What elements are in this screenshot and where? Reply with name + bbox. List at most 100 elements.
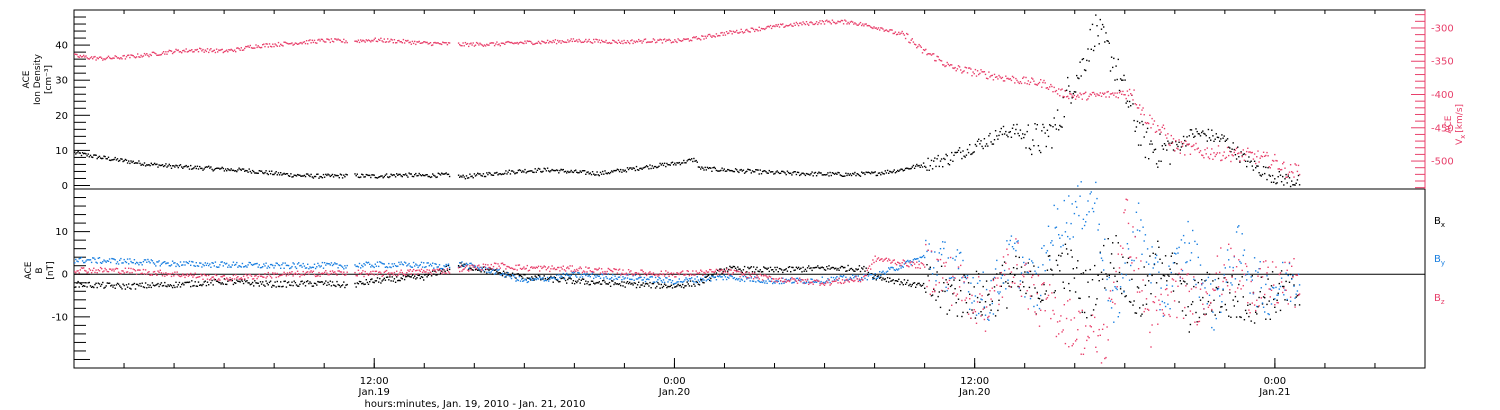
data-point [501, 274, 504, 277]
data-point [516, 273, 518, 275]
data-point [1056, 264, 1059, 266]
data-point [435, 263, 437, 265]
data-point [196, 276, 199, 278]
data-point [1119, 286, 1122, 288]
data-point [967, 291, 970, 293]
data-point [1162, 124, 1165, 126]
data-point [471, 263, 473, 266]
data-point [795, 173, 798, 176]
data-point [385, 269, 388, 272]
data-point [1280, 168, 1283, 171]
data-point [738, 171, 740, 174]
data-point [1097, 229, 1099, 231]
data-point [1040, 294, 1042, 297]
data-point [524, 278, 526, 280]
data-point [586, 272, 588, 275]
data-point [693, 274, 695, 276]
data-point [840, 19, 843, 22]
data-point [484, 263, 487, 266]
data-point [953, 279, 955, 281]
data-point [301, 43, 303, 45]
data-point [167, 165, 169, 167]
data-point [759, 169, 761, 171]
data-point [634, 169, 637, 172]
data-point [410, 273, 412, 275]
data-point [400, 175, 402, 177]
data-point [765, 27, 767, 29]
data-point [654, 276, 657, 279]
data-point [130, 260, 132, 263]
data-point [669, 285, 671, 288]
data-point [511, 274, 514, 276]
data-point [1177, 145, 1179, 148]
data-point [311, 285, 313, 287]
data-point [313, 273, 316, 276]
data-point [77, 270, 79, 272]
data-point [1072, 268, 1074, 270]
data-point [124, 158, 127, 161]
data-point [1202, 130, 1204, 132]
data-point [214, 274, 217, 276]
data-point [491, 273, 494, 275]
data-point [767, 25, 769, 27]
data-point [544, 279, 546, 281]
data-point [372, 281, 374, 283]
data-point [976, 296, 979, 299]
data-point [370, 41, 372, 43]
data-point [130, 288, 132, 290]
data-point [739, 31, 741, 33]
data-point [205, 166, 208, 168]
data-point [553, 169, 555, 172]
data-point [1127, 106, 1130, 108]
data-point [862, 172, 864, 174]
data-point [639, 286, 641, 288]
data-point [1275, 311, 1277, 313]
data-point [806, 23, 809, 25]
data-point [1017, 240, 1019, 242]
data-point [952, 257, 954, 260]
data-point [731, 275, 733, 278]
data-point [1186, 261, 1188, 263]
data-point [101, 268, 103, 270]
data-point [510, 277, 513, 280]
data-point [329, 270, 331, 273]
data-point [1277, 292, 1279, 294]
data-point [373, 174, 375, 176]
data-point [227, 266, 229, 268]
data-point [766, 268, 768, 270]
data-point [388, 279, 390, 281]
data-point [819, 20, 821, 22]
data-point [164, 261, 166, 263]
data-point [268, 266, 271, 269]
data-point [631, 282, 633, 285]
data-point [1028, 147, 1031, 149]
data-point [152, 262, 155, 264]
data-point [585, 266, 587, 268]
data-point [702, 281, 704, 284]
data-point [1241, 233, 1243, 235]
data-point [1229, 292, 1231, 294]
data-point [1069, 93, 1071, 95]
data-point [298, 262, 300, 264]
data-point [508, 169, 510, 171]
data-point [437, 172, 439, 174]
data-point [286, 42, 289, 45]
data-point [1018, 135, 1020, 137]
data-point [884, 29, 886, 32]
data-point [1131, 278, 1133, 280]
data-point [609, 269, 612, 272]
data-point [126, 286, 129, 288]
data-point [604, 281, 606, 283]
data-point [399, 271, 401, 274]
data-point [491, 269, 494, 271]
data-point [1092, 309, 1095, 311]
data-point [526, 277, 528, 279]
data-point [794, 171, 796, 173]
data-point [702, 274, 704, 276]
data-point [74, 286, 76, 288]
data-point [505, 41, 507, 44]
data-point [463, 45, 465, 47]
data-point [846, 270, 848, 272]
data-point [1238, 156, 1240, 158]
data-point [248, 273, 250, 276]
